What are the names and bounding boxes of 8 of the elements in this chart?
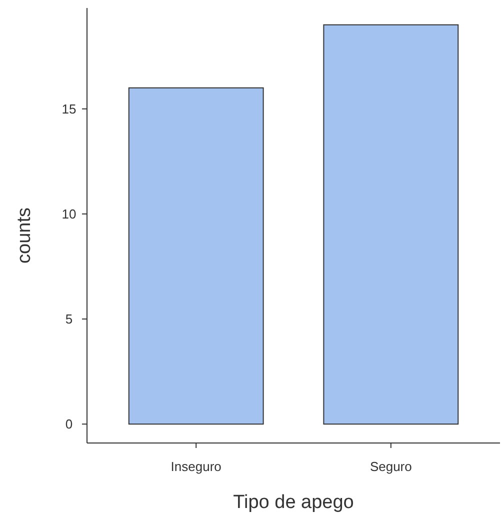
x-tick-label: Seguro [370,459,412,474]
x-axis-title: Tipo de apego [233,492,354,513]
y-tick-label: 10 [62,206,76,222]
x-tick-label: Inseguro [170,459,222,474]
y-axis-title: counts [14,208,35,264]
y-tick-label: 15 [62,101,76,116]
y-tick-label: 5 [65,312,73,327]
y-tick-label: 0 [65,416,73,432]
